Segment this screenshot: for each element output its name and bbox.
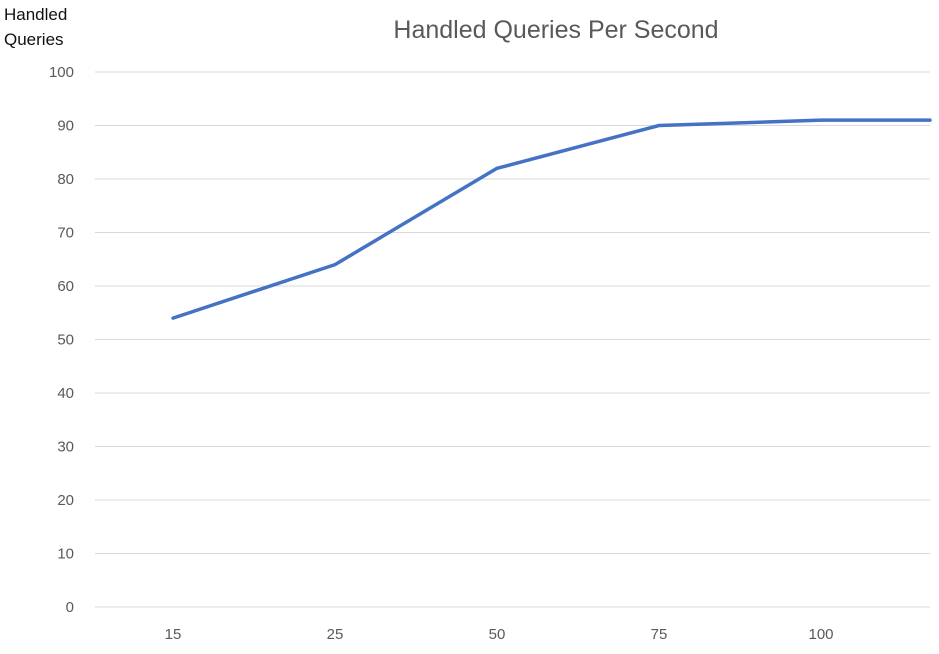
y-tick-label: 10	[57, 546, 74, 563]
x-axis-ticks: 15 25 50 75 100	[165, 626, 834, 643]
x-tick-label: 15	[165, 626, 182, 643]
x-tick-label: 75	[651, 626, 668, 643]
chart-title: Handled Queries Per Second	[393, 16, 719, 44]
y-tick-label: 40	[57, 385, 74, 402]
y-tick-label: 100	[49, 64, 74, 81]
y-axis-label: Handled Queries	[4, 5, 68, 49]
y-tick-label: 90	[57, 118, 74, 135]
y-tick-label: 30	[57, 439, 74, 456]
y-tick-label: 20	[57, 492, 74, 509]
y-tick-label: 70	[57, 225, 74, 242]
y-axis-ticks: 0 10 20 30 40 50 60 70 80 90 100	[49, 64, 74, 616]
x-tick-label: 100	[808, 626, 833, 643]
x-tick-label: 50	[489, 626, 506, 643]
series-lines	[171, 118, 932, 320]
y-tick-label: 0	[66, 599, 74, 616]
gridlines	[95, 71, 930, 608]
series-line	[171, 118, 932, 320]
y-tick-label: 80	[57, 171, 74, 188]
x-tick-label: 25	[327, 626, 344, 643]
y-tick-label: 60	[57, 278, 74, 295]
y-tick-label: 50	[57, 332, 74, 349]
